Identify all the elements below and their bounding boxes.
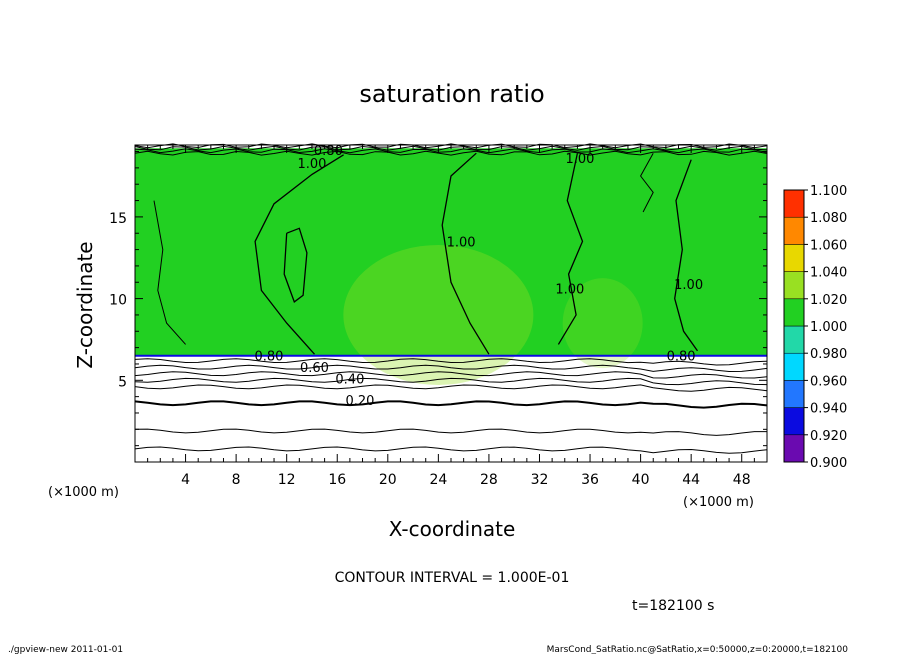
contour-small — [640, 152, 654, 213]
contour-1-00-far-right — [674, 159, 699, 352]
colorbar-label: 1.060 — [810, 238, 847, 253]
colorbar-swatch — [783, 407, 805, 436]
x-tick-label: 20 — [379, 472, 397, 488]
x-tick-label: 28 — [480, 472, 498, 488]
colorbar-label: 1.040 — [810, 266, 847, 281]
contour-label: 0.20 — [346, 394, 375, 409]
contour-line — [134, 446, 768, 454]
y-tick-label: 5 — [118, 374, 127, 390]
colorbar-swatch — [783, 380, 805, 408]
colorbar-swatch — [783, 271, 805, 300]
x-axis-ticks: 4 8 12 16 20 24 28 32 36 40 44 48 — [134, 145, 768, 488]
colorbar-swatch — [783, 189, 805, 218]
contour-label: 1.00 — [447, 235, 476, 250]
colorbar-label: 1.100 — [810, 184, 847, 199]
contour-label: 0.80 — [255, 350, 284, 365]
x-tick-label: 16 — [328, 472, 346, 488]
x-tick-label: 32 — [531, 472, 549, 488]
footer-right: MarsCond_SatRatio.nc@SatRatio,x=0:50000,… — [547, 645, 849, 654]
chart-title: saturation ratio — [359, 80, 544, 108]
contour-line — [134, 364, 768, 373]
colorbar-label: 1.080 — [810, 211, 847, 226]
contour-line — [134, 428, 767, 436]
contour-label: 1.00 — [555, 283, 584, 298]
contour-label: 1.00 — [297, 157, 326, 172]
contour-label: 0.80 — [314, 144, 343, 159]
x-tick-label: 44 — [682, 472, 700, 488]
contour-line — [134, 377, 768, 386]
plot-area: 1.001.001.001.001.000.800.80 0.800.600.40… — [109, 143, 768, 488]
y-tick-label: 10 — [109, 293, 127, 309]
contour-interval-label: CONTOUR INTERVAL = 1.000E-01 — [335, 570, 570, 586]
x-tick-label: 24 — [429, 472, 447, 488]
colorbar-label: 0.960 — [810, 374, 847, 389]
supersaturated-region — [343, 244, 534, 385]
supersaturated-region — [562, 278, 643, 369]
x-tick-label: 36 — [581, 472, 599, 488]
x-tick-label: 40 — [632, 472, 650, 488]
x-unit-label: (×1000 m) — [683, 495, 754, 510]
contour-1-00-center — [441, 152, 490, 355]
saturated-layer-field — [135, 148, 767, 356]
colorbar-swatch — [783, 352, 805, 381]
colorbar: 0.900 0.920 0.940 0.960 0.980 1.000 1.020 1.040… — [783, 184, 847, 471]
contour-line — [134, 371, 768, 379]
contour-line — [134, 358, 768, 366]
colorbar-label: 0.940 — [810, 402, 847, 417]
footer-left: ./gpview-new 2011-01-01 — [8, 645, 123, 654]
contour-line — [134, 150, 768, 156]
contour-label: 0.80 — [667, 350, 696, 365]
y-unit-label: (×1000 m) — [48, 485, 119, 500]
contour-label: 1.00 — [565, 152, 594, 167]
time-label: t=182100 s — [632, 598, 714, 614]
y-tick-label: 15 — [109, 211, 127, 227]
y-axis-label: Z-coordinate — [73, 241, 97, 368]
x-tick-label: 8 — [232, 472, 241, 488]
contour-lines — [134, 143, 768, 454]
colorbar-swatch — [783, 325, 805, 354]
colorbar-label: 1.000 — [810, 320, 847, 335]
contour-labels: 1.001.001.001.001.000.800.80 0.800.600.40… — [255, 144, 704, 409]
colorbar-label: 0.900 — [810, 456, 847, 471]
contour-label: 0.40 — [335, 373, 364, 388]
contour-1-00-loop — [283, 227, 308, 303]
x-tick-label: 4 — [181, 472, 190, 488]
contour-small — [153, 200, 186, 345]
colorbar-label: 0.980 — [810, 347, 847, 362]
contour-line — [134, 148, 768, 154]
contour-line — [134, 400, 768, 409]
contour-label: 0.60 — [300, 361, 329, 376]
colorbar-label: 0.920 — [810, 429, 847, 444]
contour-line — [134, 384, 768, 392]
colorbar-swatch — [783, 434, 805, 463]
x-axis-label: X-coordinate — [389, 517, 516, 541]
x-tick-label: 12 — [278, 472, 296, 488]
contour-1-00-right — [557, 153, 584, 345]
contour-label: 1.00 — [674, 278, 703, 293]
colorbar-swatch — [783, 244, 805, 272]
y-axis-ticks: 5 10 15 — [109, 151, 767, 447]
colorbar-label: 1.020 — [810, 293, 847, 308]
x-tick-label: 48 — [733, 472, 751, 488]
colorbar-swatch — [783, 298, 805, 327]
colorbar-swatch — [783, 216, 805, 245]
contour-line — [134, 143, 768, 149]
contour-1-00-left — [254, 154, 344, 355]
